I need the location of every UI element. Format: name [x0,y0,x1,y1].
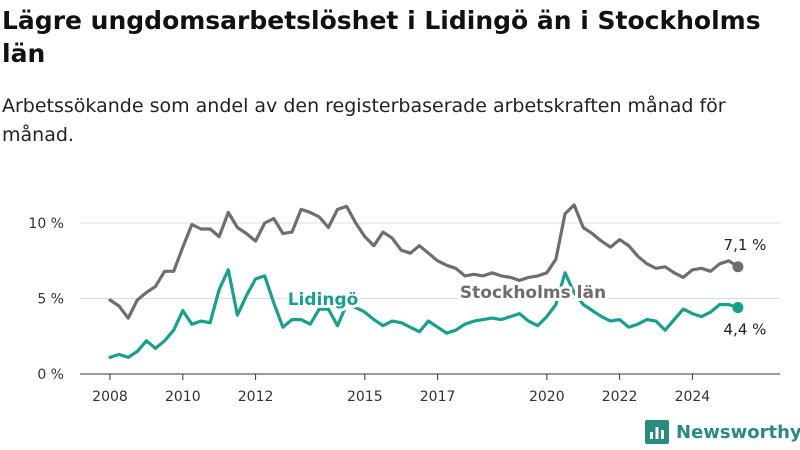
x-tick-label: 2022 [602,389,638,405]
y-axis-ticks: 0 % 5 % 10 % [28,216,64,383]
x-tick-label: 2024 [675,389,711,405]
series-line-lidingo [108,268,740,359]
series-line-stockholms-lan [108,203,740,320]
x-tick-label: 2010 [165,389,201,405]
chart-subtitle: Arbetssökande som andel av den registerb… [2,95,726,146]
chart-title: Lägre ungdomsarbetslöshet i Lidingö än i… [2,6,761,68]
series-name-lidingo: Lidingö [288,290,359,310]
bar-chart-logo-icon [645,420,669,444]
end-value-label-stockholms-lan: 7,1 % [724,236,767,254]
end-point-lidingo [732,302,744,314]
end-value-label-stockholms-lan-halo: 7,1 % [724,236,767,254]
series-name-stockholms-lan: Stockholms län [460,283,606,303]
x-axis: 2008 2010 2012 2015 2017 2020 2022 2024 [80,373,780,405]
series-name-stockholms-lan-halo: Stockholms län [460,283,606,303]
x-tick-label: 2008 [92,389,128,405]
newsworthy-logo[interactable]: Newsworthy [644,419,800,445]
brand-name: Newsworthy [676,421,800,443]
series-name-lidingo-halo: Lidingö [288,290,359,310]
x-tick-label: 2017 [420,389,456,405]
x-tick-label: 2020 [529,389,565,405]
x-tick-label: 2015 [347,389,383,405]
end-point-stockholms-lan [732,261,744,273]
y-tick-label: 5 % [37,292,64,308]
y-tick-label: 10 % [28,216,64,232]
x-tick-label: 2012 [238,389,274,405]
end-value-label-lidingo: 4,4 % [724,321,767,339]
end-value-label-lidingo-halo: 4,4 % [724,321,767,339]
series-lines [108,203,744,359]
y-tick-label: 0 % [37,367,64,383]
grid-lines [80,222,780,299]
